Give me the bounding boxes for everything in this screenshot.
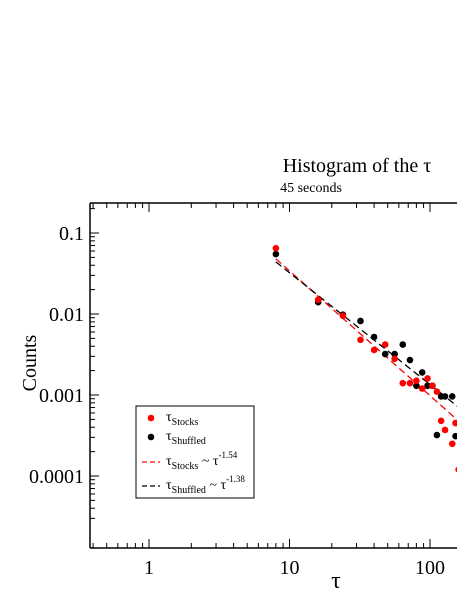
shuffled-point <box>441 393 449 400</box>
shuffled-point <box>370 333 378 341</box>
stocks-point <box>272 244 280 252</box>
stocks-point <box>391 355 398 363</box>
stocks-point <box>448 440 456 448</box>
stocks-point <box>399 379 407 387</box>
x-tick-label: 1 <box>144 557 154 579</box>
y-tick-label: 0.0001 <box>29 466 84 488</box>
stocks-point <box>413 377 420 385</box>
fit-line-0 <box>275 258 457 421</box>
stocks-point <box>433 388 441 395</box>
shuffled-point <box>424 382 431 390</box>
x-tick-label: 100 <box>415 557 445 579</box>
y-axis-label: Counts <box>19 334 41 391</box>
chart-title: Histogram of the τ <box>283 155 432 177</box>
shuffled-point <box>448 393 456 400</box>
legend-box <box>135 405 255 499</box>
shuffled-point <box>391 350 398 358</box>
stocks-point <box>339 312 347 320</box>
shuffled-point <box>406 356 414 364</box>
legend-label: τStocks <box>166 410 198 428</box>
legend-label: τShuffled <box>166 429 206 447</box>
shuffled-point <box>357 317 364 325</box>
stocks-point <box>429 382 436 390</box>
shuffled-point <box>433 431 441 439</box>
stocks-point <box>424 375 431 382</box>
stocks-point <box>418 385 426 392</box>
stocks-point <box>452 419 457 427</box>
y-tick-label: 0.01 <box>49 304 84 326</box>
shuffled-point <box>381 350 389 358</box>
stocks-point <box>381 341 389 348</box>
x-tick-label: 10 <box>280 557 300 579</box>
plot-data <box>272 244 457 473</box>
stocks-point <box>314 296 322 304</box>
y-tick-label: 0.1 <box>59 223 84 245</box>
stocks-point <box>441 426 449 434</box>
chart-subtitle: 45 seconds <box>280 181 342 196</box>
shuffled-point <box>452 432 457 440</box>
stocks-point <box>357 336 364 344</box>
x-axis-label: τ <box>331 568 341 591</box>
legend-marker <box>147 433 155 441</box>
stocks-point <box>437 417 445 425</box>
legend-label: τStocks ~ τ-1.54 <box>166 450 238 472</box>
legend-marker <box>147 414 155 422</box>
shuffled-point <box>418 369 426 376</box>
shuffled-point <box>399 341 407 348</box>
plot-area: 1 10 100 0.1 0.01 0.001 0.0001 <box>29 202 457 579</box>
shuffled-point <box>413 382 420 390</box>
shuffled-point <box>272 250 280 258</box>
stocks-point <box>370 346 378 354</box>
y-tick-label: 0.001 <box>39 385 84 407</box>
stocks-point <box>406 379 414 387</box>
fit-line-1 <box>275 261 457 407</box>
legend-label: τShuffled ~ τ-1.38 <box>166 474 245 496</box>
